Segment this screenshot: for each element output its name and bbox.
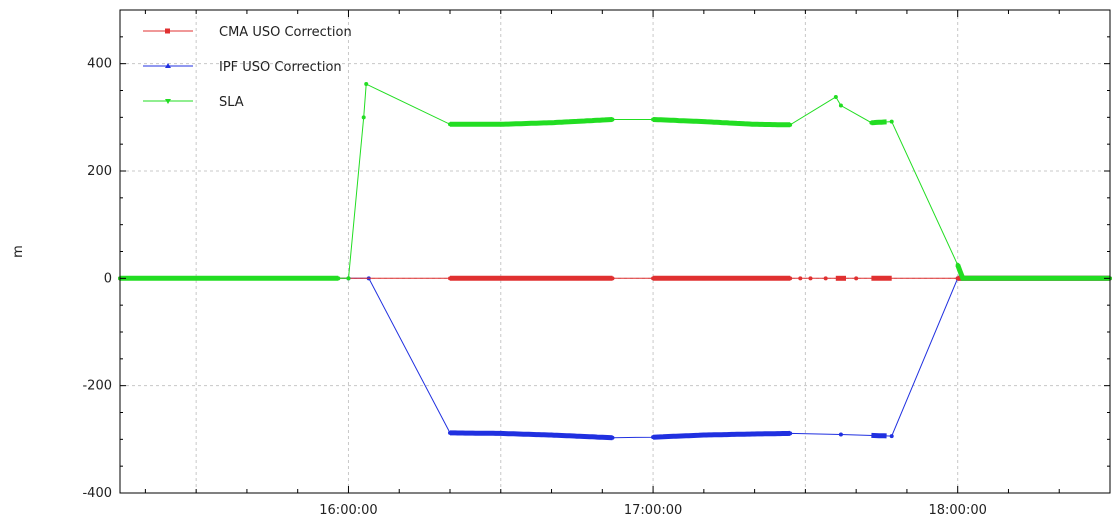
grid xyxy=(120,10,1111,494)
y-axis-label: m xyxy=(11,245,26,258)
data-point-2 xyxy=(889,119,894,124)
series-dense-markers-1 xyxy=(450,430,613,441)
series-dense-markers-2 xyxy=(955,264,1110,281)
data-point-0 xyxy=(854,276,859,281)
data-point-0 xyxy=(788,276,793,281)
data-point-0 xyxy=(808,276,813,281)
data-point-1 xyxy=(838,432,843,437)
x-tick-label: 16:00:00 xyxy=(319,503,377,518)
series-dense-markers-1 xyxy=(653,430,791,440)
y-tick-label: -200 xyxy=(82,379,112,394)
data-point-1 xyxy=(874,433,879,438)
data-point-1 xyxy=(701,433,706,438)
data-point-2 xyxy=(701,119,706,124)
data-point-0 xyxy=(823,276,828,281)
x-tick-label: 17:00:00 xyxy=(624,503,682,518)
data-point-2 xyxy=(346,276,351,281)
data-point-0 xyxy=(519,276,524,281)
data-point-2 xyxy=(960,276,965,281)
series-dense-markers-2 xyxy=(450,117,613,127)
data-point-2 xyxy=(955,262,960,267)
data-point-1 xyxy=(651,435,656,440)
x-tick-label: 18:00:00 xyxy=(928,503,986,518)
data-point-2 xyxy=(549,120,554,125)
data-point-0 xyxy=(701,276,706,281)
data-point-0 xyxy=(610,276,615,281)
legend-marker xyxy=(165,99,171,104)
series-layer xyxy=(118,82,1112,441)
y-tick-label: 400 xyxy=(87,57,112,72)
data-point-2 xyxy=(448,122,452,127)
axes: -400 -200 0 200 400 16:00:00 17:00:00 18:00:00 xyxy=(82,9,1111,518)
series-dense-markers-2 xyxy=(871,119,887,126)
legend-marker xyxy=(165,63,171,68)
data-point-1 xyxy=(549,433,554,438)
series-line-1 xyxy=(120,277,1110,439)
legend-label: IPF USO Correction xyxy=(219,60,342,75)
data-point-2 xyxy=(610,117,615,122)
plot-area-frame xyxy=(119,9,1111,494)
legend-marker xyxy=(165,28,170,34)
data-point-1 xyxy=(788,431,793,436)
y-tick-label: 0 xyxy=(104,271,112,286)
data-point-2 xyxy=(498,122,503,127)
data-point-2 xyxy=(752,122,757,127)
legend: CMA USO Correction IPF USO Correction SLA xyxy=(143,25,352,110)
data-point-2 xyxy=(833,94,838,99)
series-dense-markers-2 xyxy=(653,117,791,128)
legend-label: SLA xyxy=(219,95,244,110)
y-tick-label: 200 xyxy=(87,164,112,179)
y-tick-label: -400 xyxy=(82,486,112,501)
series-dense-markers-1 xyxy=(871,432,887,439)
data-point-1 xyxy=(610,435,615,440)
data-point-0 xyxy=(448,276,452,281)
data-point-1 xyxy=(752,431,757,436)
data-point-0 xyxy=(529,276,534,281)
data-point-2 xyxy=(838,103,843,108)
data-point-0 xyxy=(955,276,960,281)
data-point-2 xyxy=(869,120,874,125)
data-point-1 xyxy=(448,430,452,435)
series-line-2 xyxy=(120,83,1110,279)
data-point-0 xyxy=(798,276,803,281)
data-point-2 xyxy=(788,122,793,127)
data-point-1 xyxy=(498,431,503,436)
data-point-2 xyxy=(364,82,369,87)
data-point-0 xyxy=(574,276,579,281)
data-point-2 xyxy=(361,115,366,120)
data-point-0 xyxy=(752,276,757,281)
data-point-2 xyxy=(336,276,341,281)
data-point-1 xyxy=(889,434,894,439)
legend-label: CMA USO Correction xyxy=(219,25,352,40)
data-point-0 xyxy=(651,276,656,281)
data-point-2 xyxy=(651,117,656,122)
